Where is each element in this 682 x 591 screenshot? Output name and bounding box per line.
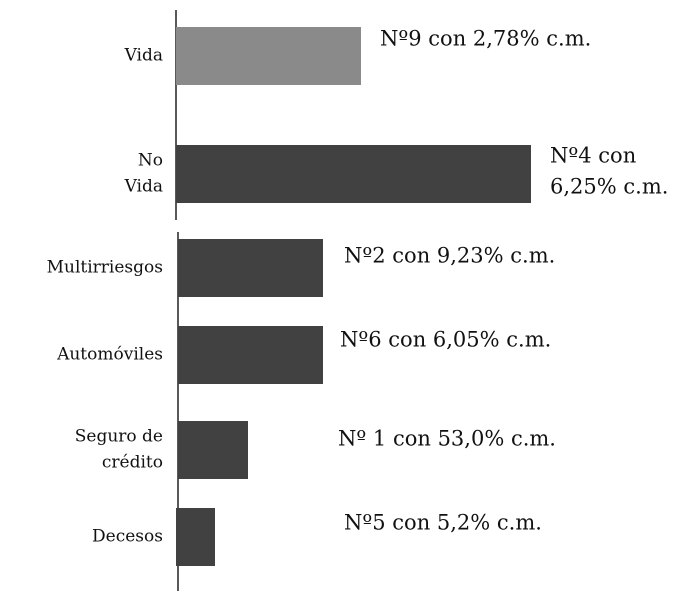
annotation: Nº5 con 5,2% c.m. xyxy=(344,511,542,535)
bar xyxy=(176,27,361,85)
category-label: No xyxy=(138,151,163,171)
annotation: Nº2 con 9,23% c.m. xyxy=(344,244,555,268)
annotation: 6,25% c.m. xyxy=(550,175,668,199)
category-label: Automóviles xyxy=(56,345,163,365)
annotation: Nº 1 con 53,0% c.m. xyxy=(338,427,556,451)
bar xyxy=(176,508,215,566)
bar xyxy=(178,421,248,479)
category-label: Seguro de xyxy=(75,427,163,447)
annotation: Nº6 con 6,05% c.m. xyxy=(340,328,551,352)
category-label: Multirriesgos xyxy=(47,258,163,278)
category-label: Vida xyxy=(124,46,163,66)
bar xyxy=(178,239,323,297)
category-label: Decesos xyxy=(92,527,163,547)
category-label: Vida xyxy=(124,177,163,197)
category-label: crédito xyxy=(102,453,163,473)
bar xyxy=(176,145,531,203)
annotation: Nº9 con 2,78% c.m. xyxy=(380,27,591,51)
annotation: Nº4 con xyxy=(550,144,636,168)
bar xyxy=(178,326,323,384)
